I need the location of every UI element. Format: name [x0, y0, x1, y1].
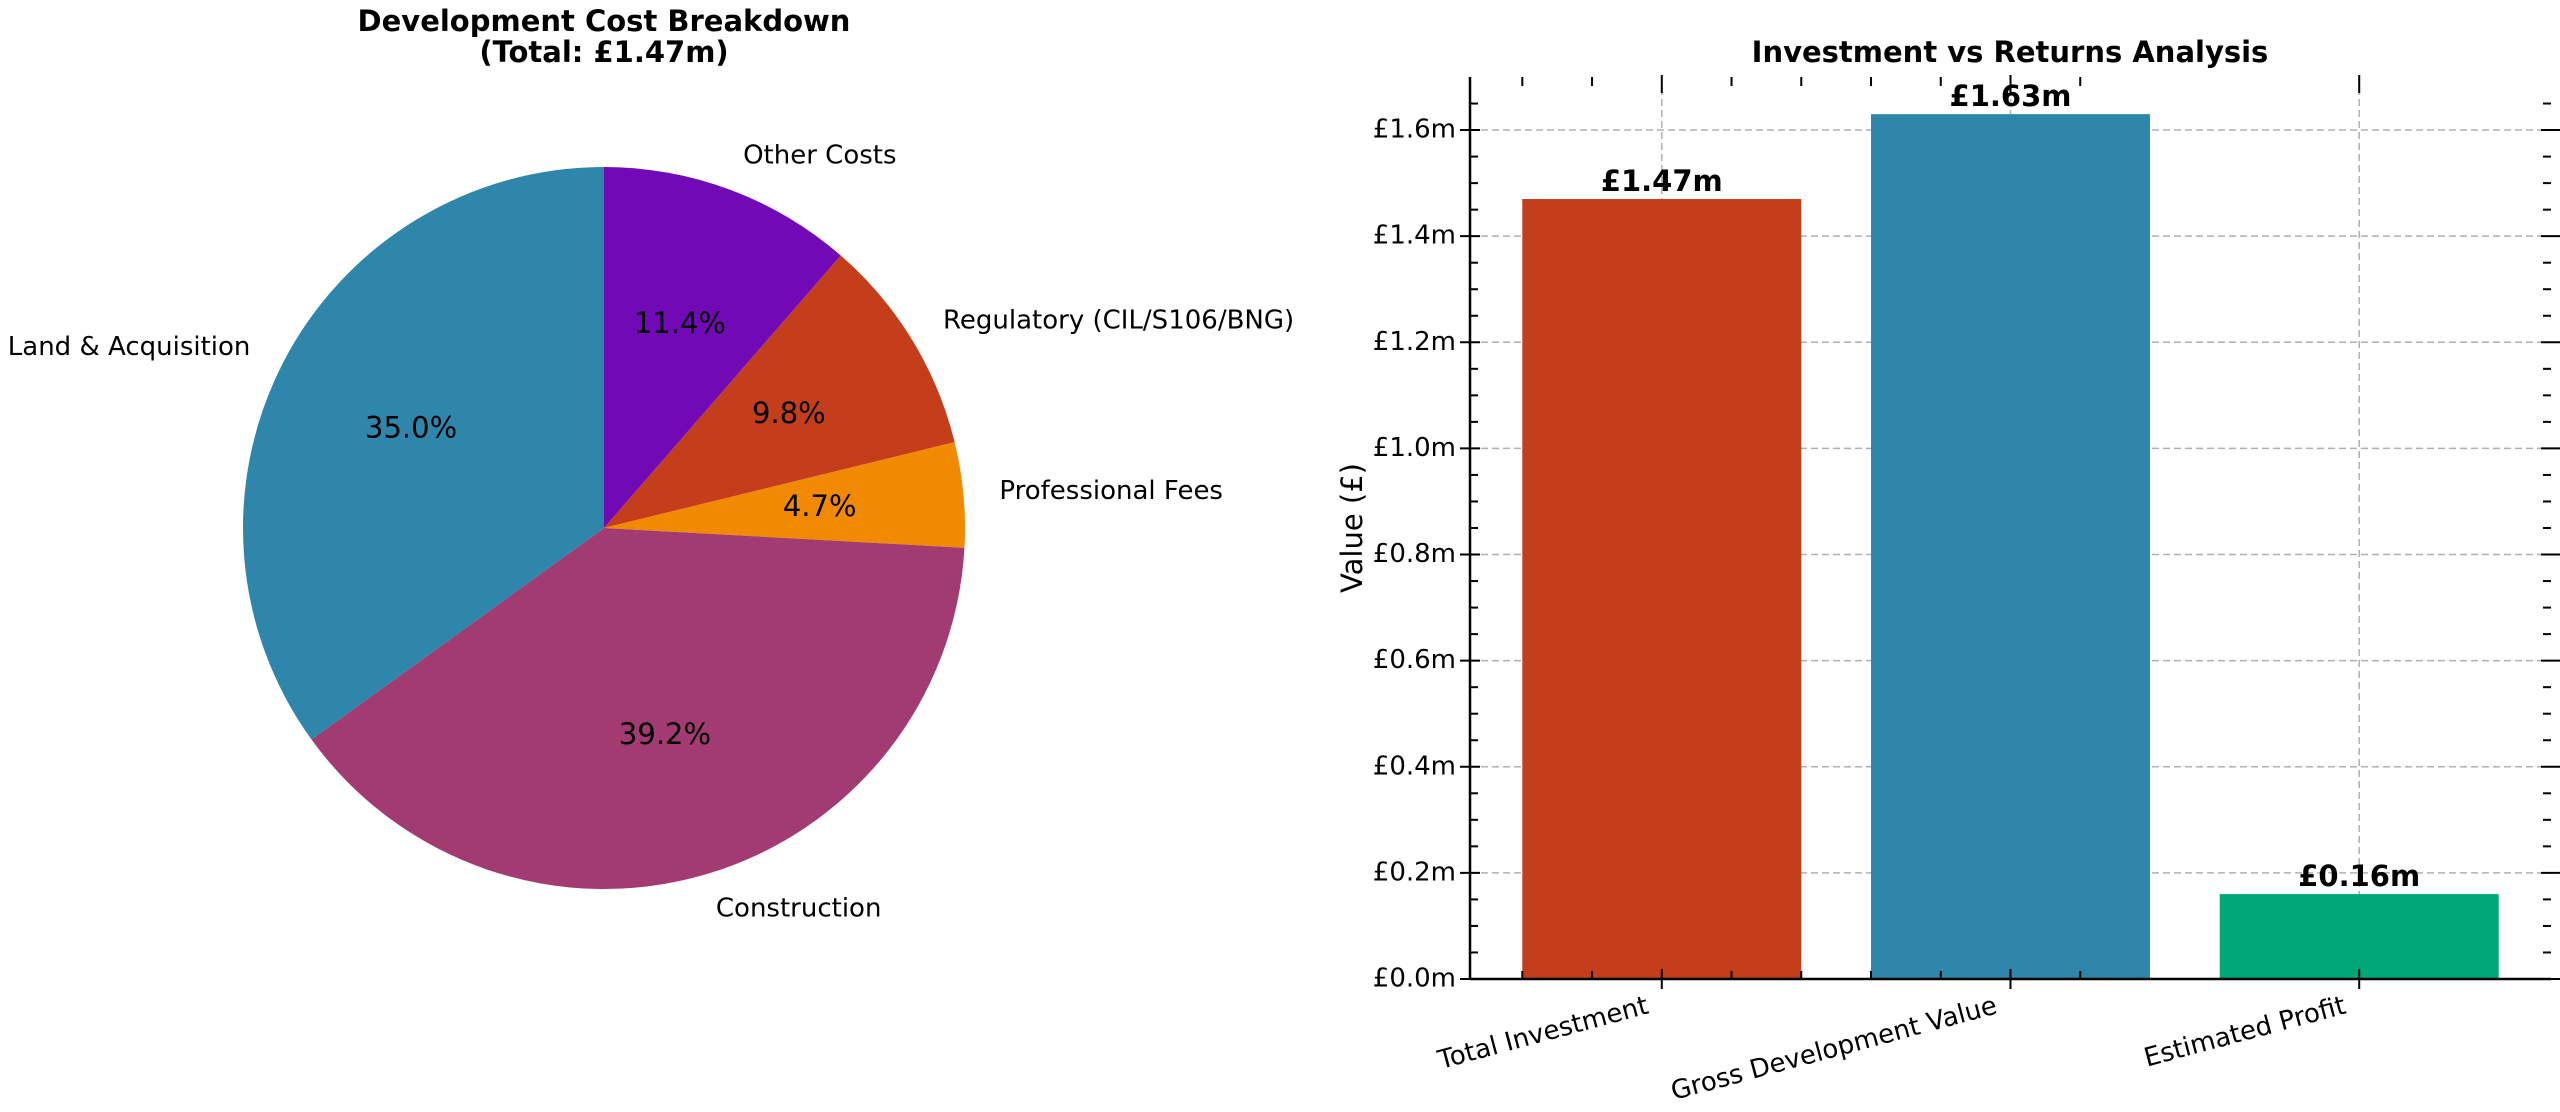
bar-chart-title: Investment vs Returns Analysis — [1752, 35, 2269, 69]
x-tick-label-estimated-profit: Estimated Profit — [2141, 991, 2349, 1074]
y-tick-label: £1.6m — [1373, 115, 1456, 145]
x-tick-label-gross-development-value: Gross Development Value — [1668, 991, 2001, 1107]
y-axis-label: Value (£) — [1335, 463, 1369, 593]
pie-labels: Other Costs 11.4% Regulatory (CIL/S106/BNG… — [8, 141, 1294, 924]
pie-slice-other-costs — [604, 167, 841, 528]
pie-percent-land-acquisition: 35.0% — [365, 411, 457, 445]
x-tick-label-total-investment: Total Investment — [1434, 991, 1652, 1076]
pie-slice-regulatory-cil-s106-bng — [604, 255, 955, 529]
bar-category-labels: Total Investment Gross Development Value E… — [1434, 991, 2349, 1107]
y-tick-label: £0.6m — [1373, 645, 1456, 675]
bar-value-label-gross-development-value: £1.63m — [1950, 79, 2072, 113]
y-tick-label: £0.4m — [1373, 751, 1456, 781]
pie-label-other-costs: Other Costs — [743, 141, 896, 171]
bar-value-labels: £1.47m £1.63m £0.16m — [1601, 79, 2420, 893]
y-tick-label: £0.8m — [1373, 539, 1456, 569]
bar-total-investment — [1522, 199, 1802, 980]
y-tick-label: £1.4m — [1373, 221, 1456, 251]
y-tick-label: £0.0m — [1373, 964, 1456, 994]
bar-value-label-total-investment: £1.47m — [1601, 164, 1723, 198]
pie-label-construction: Construction — [716, 894, 882, 924]
pie-chart-subtitle: (Total: £1.47m) — [479, 35, 728, 69]
bar-value-label-estimated-profit: £0.16m — [2298, 859, 2420, 893]
bar-bars — [1522, 114, 2499, 980]
y-tick-label: £1.2m — [1373, 327, 1456, 357]
pie-slice-land-acquisition — [242, 167, 604, 740]
y-tick-label: £1.0m — [1373, 433, 1456, 463]
pie-percent-construction: 39.2% — [619, 717, 711, 751]
bar-gross-development-value — [1871, 114, 2150, 979]
pie-chart: Development Cost Breakdown (Total: £1.47… — [8, 4, 1294, 924]
bar-chart: Investment vs Returns Analysis £0.0m £0.2… — [1335, 35, 2560, 1107]
pie-label-regulatory-cil-s106-bng: Regulatory (CIL/S106/BNG) — [943, 306, 1294, 336]
pie-percent-professional-fees: 4.7% — [783, 489, 857, 523]
pie-label-professional-fees: Professional Fees — [999, 476, 1223, 506]
pie-slice-professional-fees — [604, 442, 966, 548]
bar-estimated-profit — [2219, 894, 2499, 979]
pie-slices — [242, 167, 966, 890]
y-tick-label: £0.2m — [1373, 857, 1456, 887]
pie-slice-construction — [311, 528, 965, 890]
pie-percent-regulatory-cil-s106-bng: 9.8% — [752, 396, 826, 430]
pie-percent-other-costs: 11.4% — [634, 306, 726, 340]
pie-chart-title: Development Cost Breakdown — [358, 4, 851, 38]
pie-label-land-acquisition: Land & Acquisition — [8, 332, 251, 362]
